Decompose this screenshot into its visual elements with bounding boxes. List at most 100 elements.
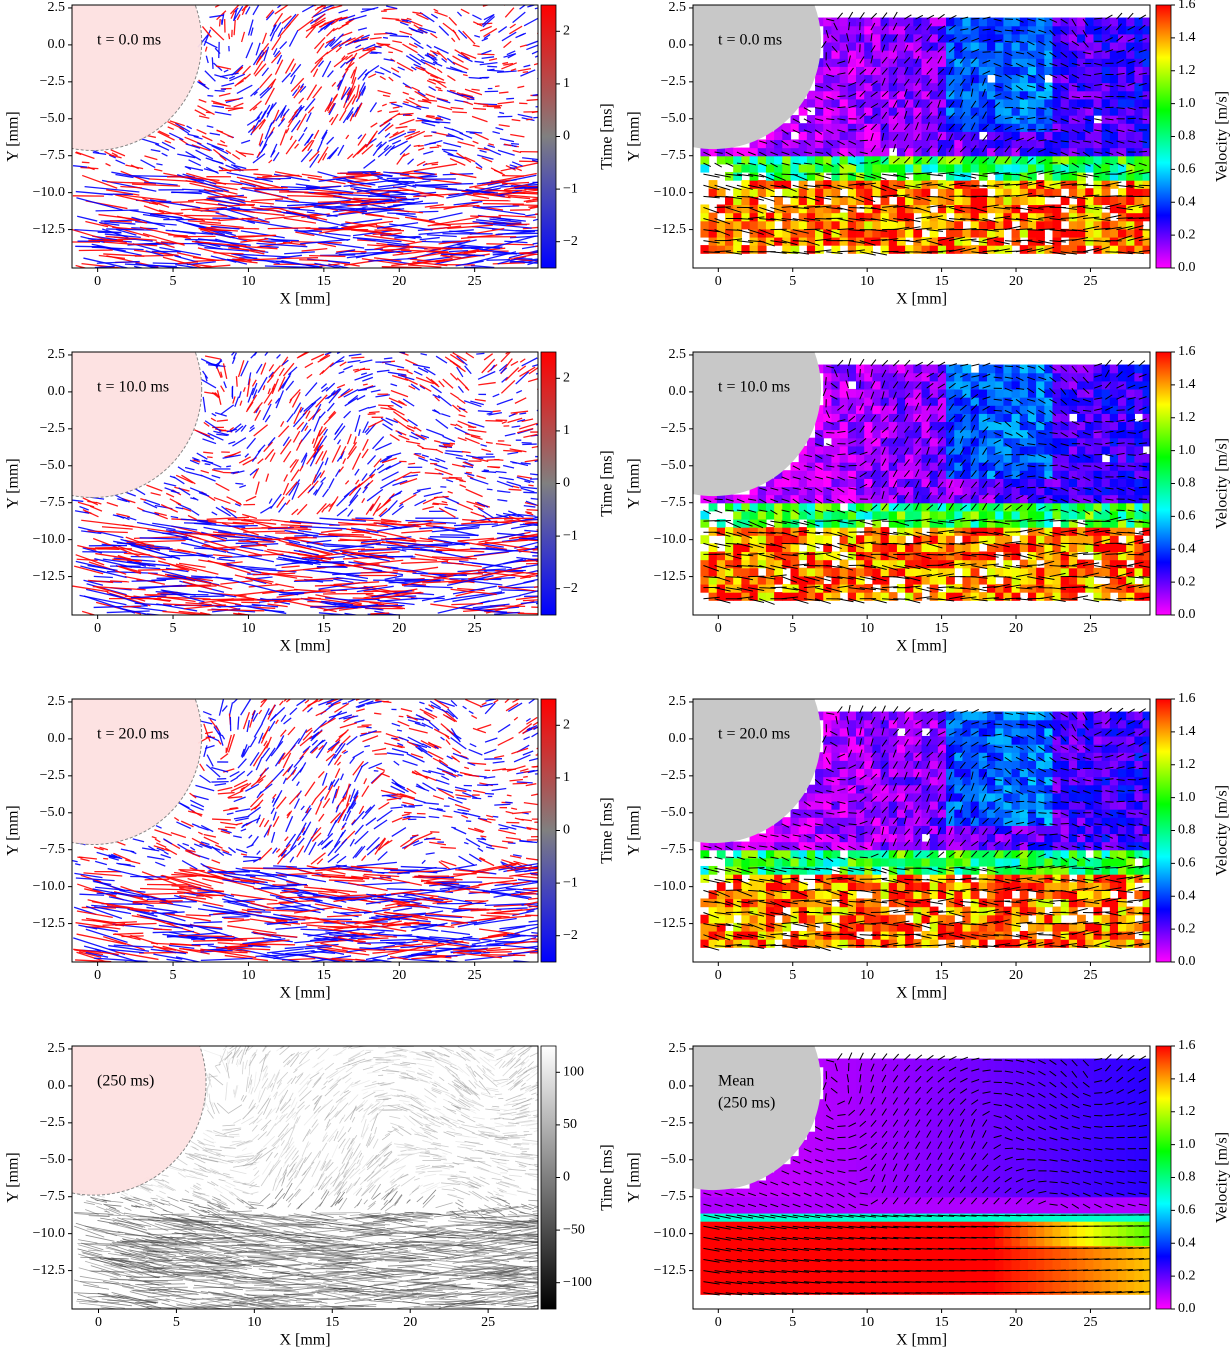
particle-streak [187, 220, 222, 224]
velocity-arrow [1082, 85, 1091, 89]
particle-streak [464, 365, 472, 375]
particle-streak [380, 66, 392, 74]
particle-streak [516, 476, 535, 483]
velocity-arrow [1060, 229, 1078, 232]
velocity-cell [905, 204, 914, 214]
particle-streak [469, 132, 475, 135]
velocity-cell [1109, 245, 1119, 254]
particle-streak [418, 457, 428, 462]
particle-streak [297, 553, 334, 560]
velocity-cell [782, 527, 792, 536]
velocity-cell [986, 106, 996, 116]
particle-streak [407, 130, 415, 134]
particle-streak [451, 591, 503, 600]
velocity-cell [765, 502, 775, 512]
particle-streak [382, 94, 390, 98]
particle-streak [401, 529, 433, 534]
velocity-cell [823, 115, 833, 124]
velocity-arrow [1049, 107, 1058, 111]
velocity-cell [1134, 212, 1144, 222]
velocity-cell [1019, 82, 1029, 92]
particle-streak [307, 596, 362, 606]
particle-streak [238, 151, 254, 156]
velocity-cell [1003, 188, 1013, 197]
particle-streak [456, 355, 468, 366]
velocity-arrow [959, 134, 966, 142]
velocity-arrow [1071, 85, 1080, 88]
particle-streak [319, 353, 329, 361]
particle-streak [365, 503, 375, 515]
velocity-arrow [982, 171, 999, 175]
particle-streak [531, 50, 538, 55]
velocity-arrow [703, 184, 720, 191]
particle-streak [414, 90, 430, 101]
particle-streak [457, 587, 485, 592]
velocity-cell [765, 486, 775, 496]
velocity-arrow [1027, 170, 1044, 175]
velocity-cell [1126, 180, 1135, 189]
particle-streak [196, 552, 216, 559]
velocity-cell [1117, 90, 1127, 100]
velocity-cell [847, 131, 857, 141]
velocity-arrow [792, 173, 809, 181]
velocity-arrow [926, 89, 933, 97]
velocity-arrow [714, 206, 731, 208]
velocity-cell [782, 220, 792, 230]
velocity-cell [962, 147, 972, 157]
velocity-arrow [982, 184, 999, 188]
particle-streak [463, 400, 482, 408]
particle-streak [438, 239, 471, 245]
velocity-cell [1027, 50, 1037, 59]
particle-streak [474, 34, 481, 38]
particle-streak [316, 566, 348, 569]
velocity-cell [806, 123, 816, 132]
particle-streak [268, 364, 275, 372]
colorbar-tick-label: 0.6 [1178, 162, 1196, 177]
velocity-cell [1117, 58, 1127, 67]
velocity-cell [962, 131, 972, 141]
velocity-arrow [1127, 129, 1136, 133]
particle-streak [413, 453, 426, 459]
velocity-cell [880, 25, 890, 35]
particle-streak [79, 505, 89, 511]
velocity-cell [1060, 196, 1070, 206]
particle-streak [324, 545, 351, 548]
particle-streak [423, 135, 433, 137]
velocity-arrow [1015, 40, 1025, 44]
particle-streak [252, 49, 264, 66]
velocity-cell [978, 41, 988, 51]
particle-streak [250, 352, 258, 359]
velocity-arrow [1015, 107, 1025, 110]
velocity-arrow [1105, 195, 1122, 197]
velocity-arrow [1105, 85, 1114, 88]
velocity-cell [896, 41, 906, 51]
velocity-cell [888, 106, 898, 116]
velocity-arrow [937, 218, 955, 223]
particle-streak [321, 600, 354, 606]
particle-streak [455, 260, 484, 267]
velocity-arrow [1038, 228, 1055, 231]
particle-streak [470, 400, 484, 406]
velocity-arrow [747, 229, 764, 235]
particle-streak [253, 60, 264, 75]
y-tick-label: −5.0 [40, 458, 65, 473]
velocity-cell [1077, 220, 1086, 230]
velocity-arrow [703, 195, 720, 199]
particle-streak [282, 108, 290, 117]
particle-streak [273, 173, 310, 182]
particle-streak [117, 498, 128, 503]
velocity-arrow [915, 46, 922, 53]
velocity-cell [921, 171, 931, 181]
particle-streak [424, 203, 444, 208]
velocity-cell [929, 106, 939, 116]
velocity-arrow [892, 67, 899, 75]
velocity-arrow [747, 195, 765, 201]
velocity-cell [1068, 66, 1078, 76]
particle-streak [402, 91, 410, 95]
particle-streak [497, 101, 515, 105]
particle-streak [407, 542, 453, 547]
particle-streak [320, 570, 360, 577]
velocity-cell [954, 33, 964, 43]
velocity-arrow [848, 229, 865, 232]
velocity-cell [790, 510, 800, 520]
